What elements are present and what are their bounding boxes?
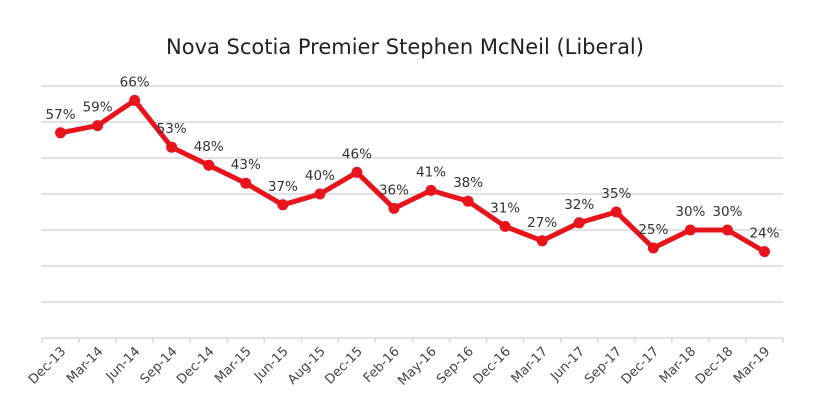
- data-label: 37%: [268, 179, 298, 195]
- data-labels: 57% 59% 66% 53% 48% 43% 37% 40% 46% 36% 41% 38% 31% 2…: [46, 74, 780, 241]
- gridlines: [42, 85, 783, 303]
- data-point: [573, 217, 585, 229]
- data-label: 41%: [416, 164, 446, 180]
- x-tick-label: Aug-15: [285, 344, 329, 388]
- data-label: 48%: [194, 139, 224, 155]
- data-label: 36%: [379, 182, 409, 198]
- data-point: [129, 94, 141, 106]
- data-label: 27%: [527, 215, 557, 231]
- data-label: 24%: [749, 226, 779, 242]
- data-point: [240, 177, 252, 189]
- data-label: 31%: [490, 200, 520, 216]
- data-label: 57%: [46, 107, 76, 123]
- data-label: 53%: [157, 121, 187, 137]
- x-tick-label: Mar-15: [212, 344, 254, 386]
- x-tick-label: Mar-14: [64, 344, 106, 386]
- data-label: 38%: [453, 175, 483, 191]
- data-label: 59%: [83, 100, 113, 116]
- data-label: 25%: [638, 222, 668, 238]
- x-tick-label: Dec-15: [322, 344, 365, 387]
- chart-title: Nova Scotia Premier Stephen McNeil (Libe…: [166, 35, 644, 59]
- data-label: 30%: [675, 204, 705, 220]
- x-tick-label: Sep-14: [138, 344, 181, 387]
- data-label: 46%: [342, 146, 372, 162]
- x-tick-label: Dec-13: [26, 344, 69, 387]
- data-point: [277, 199, 289, 211]
- x-tick-label: Mar-19: [731, 344, 773, 386]
- data-point: [388, 202, 400, 214]
- data-label: 43%: [231, 157, 261, 173]
- series-line: [55, 94, 770, 258]
- data-label: 30%: [712, 204, 742, 220]
- x-tick-label: Sep-17: [582, 344, 625, 387]
- data-point: [425, 184, 437, 196]
- data-point: [647, 242, 659, 254]
- x-tick-label: Dec-17: [619, 344, 662, 387]
- data-point: [684, 224, 696, 236]
- data-label: 32%: [564, 197, 594, 213]
- data-point: [536, 235, 548, 247]
- data-point: [758, 246, 770, 258]
- data-point: [610, 206, 622, 218]
- x-tick-label: Dec-18: [693, 344, 736, 387]
- x-tick-label: Sep-16: [434, 344, 477, 387]
- data-point: [203, 159, 215, 171]
- x-tick-label: May-16: [395, 344, 439, 388]
- data-point: [314, 188, 326, 200]
- data-point: [92, 120, 104, 132]
- series-polyline: [58, 97, 767, 255]
- x-tick-label: Mar-17: [509, 344, 551, 386]
- x-tick-label: Jun-14: [103, 344, 144, 385]
- x-tick-label: Mar-18: [657, 344, 699, 386]
- x-tick-label: Dec-14: [174, 344, 217, 387]
- data-point: [166, 141, 178, 153]
- data-point: [499, 220, 511, 232]
- data-label: 35%: [601, 186, 631, 202]
- data-label: 40%: [305, 168, 335, 184]
- data-point: [462, 195, 474, 207]
- x-tick-label: Dec-16: [471, 344, 514, 387]
- data-label: 66%: [120, 74, 150, 90]
- x-tick-label: Jun-17: [547, 344, 588, 385]
- data-point: [721, 224, 733, 236]
- data-point: [55, 127, 67, 139]
- data-point: [351, 166, 363, 178]
